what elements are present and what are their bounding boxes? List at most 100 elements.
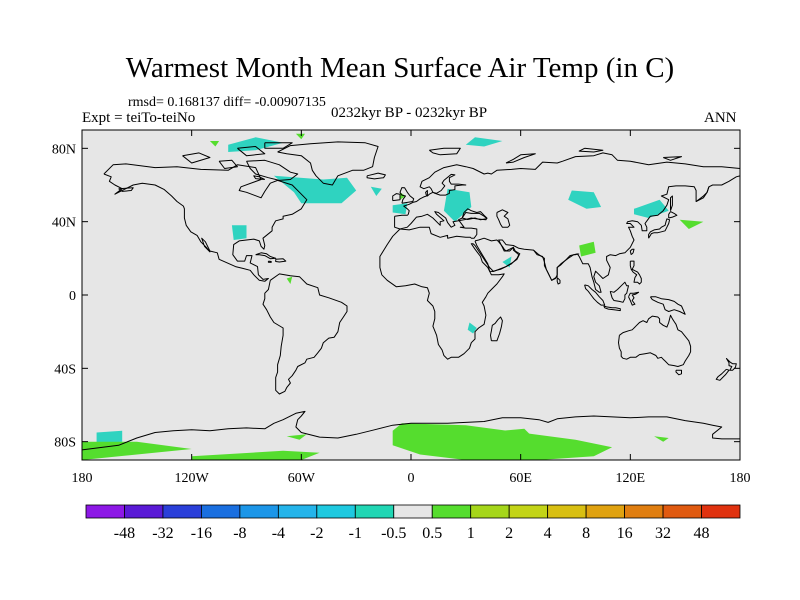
y-tick-label: 40S [54, 362, 76, 377]
colorbar-label: 16 [617, 525, 633, 542]
coast-south-america [262, 273, 348, 395]
coast-eurasia-north [394, 152, 740, 217]
y-tick-label: 80S [54, 436, 76, 451]
coast-iceland [366, 172, 386, 180]
colorbar-label: 1 [467, 525, 475, 542]
coast-new-guinea [649, 296, 686, 315]
colorbar-swatch [624, 504, 664, 519]
coast-philippines [629, 260, 642, 285]
coast-black-sea [461, 212, 488, 221]
y-tick-label: 80N [52, 142, 76, 157]
colorbar-label: -16 [191, 525, 212, 542]
coast-madagascar [490, 316, 503, 342]
coast-cuba-caribbean [255, 252, 287, 263]
season-label: ANN [704, 110, 737, 126]
colorbar-label: -32 [152, 525, 173, 542]
anomaly-region [286, 276, 293, 284]
coast-japan [648, 211, 678, 239]
coast-baffin [246, 159, 299, 181]
coast-india [533, 249, 580, 281]
plot-title: Warmest Month Mean Surface Air Temp (in … [125, 52, 675, 84]
colorbar-swatch [662, 504, 702, 519]
anomaly-region [502, 428, 530, 437]
coast-new-zealand [715, 357, 737, 381]
colorbar-swatch [277, 504, 318, 519]
x-tick-label: 60W [288, 471, 316, 486]
coast-sulawesi [628, 291, 640, 306]
anomaly-region [370, 186, 382, 196]
anomaly-region [579, 241, 596, 257]
colorbar-label: -8 [233, 525, 246, 542]
coast-borneo [609, 281, 629, 303]
anomaly-region [209, 141, 220, 147]
colorbar-swatch [701, 504, 741, 519]
experiment-label: Expt = teiTo-teiNo [82, 110, 196, 126]
colorbar-label: -4 [272, 525, 285, 542]
colorbar-swatch [162, 504, 202, 519]
colorbar-label: -2 [310, 525, 323, 542]
colorbar-label: 4 [544, 525, 552, 542]
coast-greenland [277, 141, 379, 186]
colorbar-label: 2 [505, 525, 513, 542]
coast-arabia [474, 237, 521, 272]
axis-ticks: 180 120W 60W 0 60E 120E 180 80N 40N 0 40S 80S [52, 130, 751, 486]
coast-sumatra [584, 284, 606, 306]
anomaly-region [654, 436, 669, 442]
coast-antarctica [82, 410, 740, 451]
coast-australia [618, 314, 692, 367]
colorbar: -48 -32 -16 -8 -4 -2 -1 -0.5 0.5 1 2 4 8 16 32 48 [85, 504, 741, 542]
period-label: 0232kyr BP - 0232kyr BP [330, 105, 488, 121]
colorbar-label: -1 [349, 525, 362, 542]
x-tick-label: 120W [175, 471, 210, 486]
colorbar-label: -0.5 [381, 525, 406, 542]
anomaly-region [295, 133, 305, 140]
colorbar-label: -48 [114, 525, 135, 542]
anomaly-region [96, 430, 123, 444]
colorbar-swatch [470, 504, 510, 519]
colorbar-label: 8 [582, 525, 590, 542]
coast-arctic-islands [182, 142, 293, 169]
anomaly-region [286, 434, 307, 440]
x-tick-label: 180 [72, 471, 93, 486]
colorbar-label: 48 [694, 525, 710, 542]
coast-java [603, 305, 621, 312]
anomaly-region [392, 203, 408, 215]
x-tick-label: 180 [730, 471, 751, 486]
colorbar-swatch [547, 504, 587, 519]
map-background [82, 130, 740, 460]
colorbar-swatch [124, 504, 164, 519]
x-tick-label: 0 [408, 471, 415, 486]
coast-hudson-bay-islands [118, 175, 266, 192]
colorbar-swatch [354, 504, 395, 519]
colorbar-label: 0.5 [422, 525, 442, 542]
colorbar-swatch [393, 504, 433, 519]
colorbar-swatch [508, 504, 549, 519]
anomaly-region [231, 225, 247, 240]
anomaly-region [191, 450, 320, 460]
colorbar-swatch [431, 504, 472, 519]
colorbar-swatch [85, 504, 125, 519]
coast-sakhalin-kamchatka [670, 186, 710, 211]
anomaly-region [568, 190, 602, 209]
anomaly-region [467, 322, 477, 334]
coast-sri-lanka [556, 277, 561, 285]
coast-caspian [496, 209, 511, 228]
coast-baltic [432, 173, 467, 196]
anomaly-region [392, 423, 613, 460]
coast-scandinavia-islands [429, 147, 682, 164]
colorbar-swatch [201, 504, 241, 519]
anomaly-region [465, 137, 503, 147]
colorbar-swatch [239, 504, 279, 519]
anomaly-region [273, 175, 357, 204]
anomaly-layer [82, 133, 704, 460]
colorbar-label: 32 [655, 525, 671, 542]
y-tick-label: 40N [52, 216, 76, 231]
anomaly-region [679, 219, 704, 229]
x-tick-label: 60E [509, 471, 532, 486]
coastlines [82, 141, 740, 451]
colorbar-swatch [316, 504, 356, 519]
x-tick-label: 120E [616, 471, 646, 486]
coast-taiwan [629, 248, 635, 256]
coast-tasmania [675, 369, 682, 376]
